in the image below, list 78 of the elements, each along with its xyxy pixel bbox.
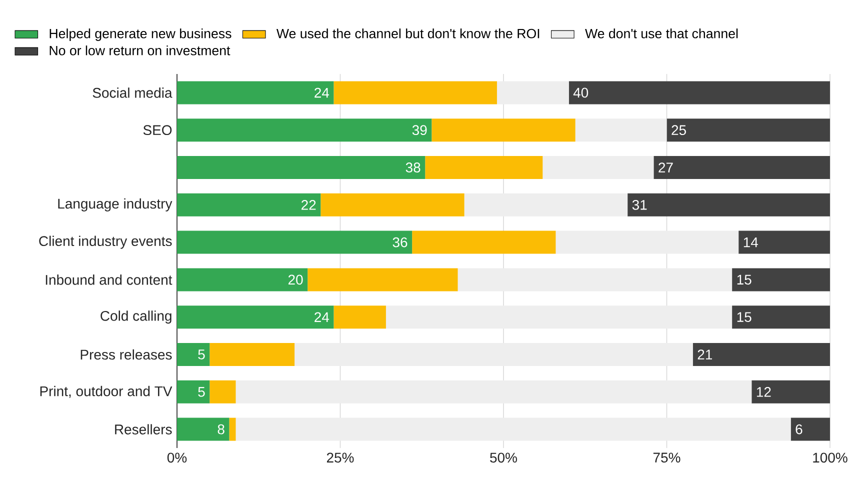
data-label: 14 — [744, 237, 758, 248]
bar — [464, 193, 628, 216]
bar — [458, 268, 732, 292]
data-label: 24 — [314, 312, 330, 322]
y-tick-label: Resellers — [115, 424, 172, 434]
legend-label: Helped generate new business — [50, 28, 232, 41]
bar — [177, 81, 334, 104]
data-label: 20 — [288, 274, 303, 285]
bar — [692, 342, 830, 366]
bar — [432, 118, 576, 142]
bar — [575, 118, 667, 142]
bar — [320, 193, 464, 216]
bar — [177, 118, 432, 142]
bar — [752, 380, 830, 404]
bar — [738, 230, 830, 254]
bar — [177, 268, 308, 292]
data-label: 12 — [756, 387, 771, 397]
x-tick-label: 50% — [490, 452, 517, 463]
bar — [568, 81, 830, 104]
y-tick-label: Cold calling — [100, 310, 172, 324]
data-label: 39 — [412, 125, 427, 136]
bar — [628, 193, 830, 216]
bar — [210, 380, 236, 404]
bar — [229, 418, 236, 441]
data-label: 8 — [218, 424, 224, 434]
bar — [177, 306, 334, 329]
bar — [542, 156, 654, 179]
data-label: 22 — [302, 200, 316, 210]
x-tick-label: 100% — [813, 452, 848, 463]
bar — [654, 156, 830, 179]
bar — [236, 380, 752, 404]
bar — [177, 230, 412, 254]
data-label: 15 — [737, 274, 752, 285]
bar — [732, 268, 830, 292]
y-tick-label: SEO — [143, 125, 172, 136]
data-label: 40 — [573, 88, 588, 98]
bar — [177, 156, 426, 179]
legend-label: We used the channel but don't know the ROI — [276, 28, 540, 38]
bar — [210, 342, 295, 366]
data-label: 15 — [737, 312, 752, 322]
y-tick-label: Language industry — [58, 198, 172, 212]
bar — [412, 230, 556, 254]
bar — [732, 306, 830, 329]
x-tick-label: 75% — [653, 452, 680, 463]
bar — [334, 81, 497, 104]
bar — [177, 342, 210, 366]
bar — [386, 306, 732, 329]
bar — [666, 118, 830, 142]
legend-label: We don't use that channel — [585, 28, 738, 38]
y-tick-label: Print, outdoor and TV — [40, 386, 172, 398]
data-label: 5 — [198, 350, 205, 360]
x-tick-label: 25% — [326, 452, 354, 463]
y-tick-label: Press releases — [80, 349, 172, 360]
data-label: 24 — [314, 88, 330, 98]
bar — [177, 418, 230, 441]
bar — [496, 81, 569, 104]
data-label: 31 — [632, 200, 647, 210]
bar — [334, 306, 386, 329]
data-label: 5 — [198, 387, 205, 397]
data-label: 36 — [392, 237, 408, 248]
bar — [294, 342, 693, 366]
bar — [236, 418, 791, 441]
legend-label: No or low return on investment — [50, 46, 230, 56]
bar — [177, 193, 321, 216]
data-label: 27 — [658, 162, 673, 172]
y-tick-label: Social media — [92, 88, 172, 98]
bar — [177, 380, 210, 404]
y-tick-label: Client industry events — [39, 236, 172, 249]
bar — [308, 268, 458, 292]
y-tick-label: Inbound and content — [46, 274, 172, 285]
data-label: 25 — [672, 125, 686, 136]
data-label: 38 — [406, 162, 420, 172]
bar — [425, 156, 543, 179]
data-label: 21 — [698, 350, 712, 360]
bar — [790, 418, 830, 441]
x-tick-label: 0% — [167, 452, 187, 463]
bar — [556, 230, 739, 254]
data-label: 6 — [796, 424, 802, 434]
